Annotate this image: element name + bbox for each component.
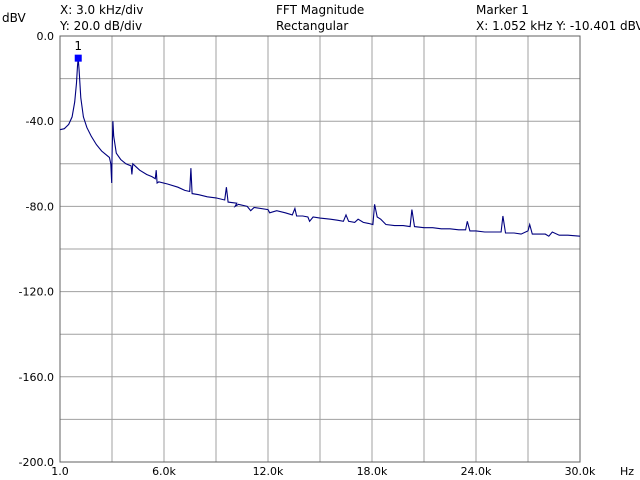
- y-tick-label: 0.0: [37, 30, 55, 43]
- y-tick-labels: 0.0 -40.0 -80.0 -120.0 -160.0 -200.0: [19, 30, 54, 469]
- chart-title: FFT Magnitude: [276, 3, 365, 17]
- x-axis-label: Hz: [620, 465, 634, 478]
- x-tick-label: 24.0k: [461, 465, 492, 478]
- y-tick-label: -120.0: [19, 286, 54, 299]
- x-tick-label: 12.0k: [253, 465, 284, 478]
- x-tick-labels: 1.0 6.0k 12.0k 18.0k 24.0k 30.0k: [51, 465, 596, 478]
- marker-readout: X: 1.052 kHz Y: -10.401 dBV: [476, 19, 640, 33]
- y-unit-label: dBV: [2, 11, 26, 25]
- y-tick-label: -160.0: [19, 371, 54, 384]
- y-tick-label: -80.0: [26, 200, 54, 213]
- window-type: Rectangular: [276, 19, 349, 33]
- x-tick-label: 18.0k: [357, 465, 388, 478]
- marker-title: Marker 1: [476, 3, 529, 17]
- x-scale-readout: X: 3.0 kHz/div: [60, 3, 144, 17]
- spectrum-trace: [59, 58, 581, 237]
- y-tick-label: -40.0: [26, 115, 54, 128]
- grid: [60, 36, 580, 462]
- x-tick-label: 1.0: [51, 465, 69, 478]
- marker-1-point[interactable]: [74, 54, 82, 62]
- x-tick-label: 30.0k: [565, 465, 596, 478]
- y-tick-label: -200.0: [19, 456, 54, 469]
- y-scale-readout: Y: 20.0 dB/div: [60, 19, 143, 33]
- marker-1-label: 1: [74, 39, 82, 53]
- plot-frame: [59, 35, 581, 463]
- x-tick-label: 6.0k: [152, 465, 176, 478]
